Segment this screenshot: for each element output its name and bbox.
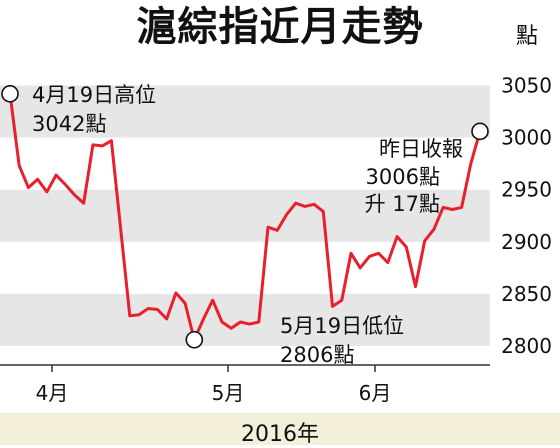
- x-tick-label: 6月: [359, 381, 392, 405]
- y-tick-label: 2950: [501, 178, 552, 202]
- series-line-shanghai-composite: [8, 92, 482, 342]
- x-tick-label: 5月: [212, 381, 245, 405]
- grid-band-2: [0, 293, 490, 346]
- y-tick-label: 3050: [501, 74, 552, 98]
- grid-band-1: [0, 189, 490, 242]
- year-band: [0, 413, 560, 445]
- annotation-value: 3042點: [32, 112, 106, 136]
- annotation-value: 2806點: [280, 343, 354, 367]
- chart-title: 滬綜指近月走勢: [136, 3, 424, 50]
- y-tick-label: 2800: [501, 334, 552, 358]
- marker-latest: [471, 122, 489, 141]
- y-tick-label: 2900: [501, 230, 552, 254]
- y-tick-label: 3000: [501, 126, 552, 150]
- x-tick-label: 4月: [36, 381, 69, 405]
- annotation-value: 3006點: [366, 165, 440, 189]
- x-axis-label: 2016年: [241, 422, 319, 447]
- annotation-date: 5月19日低位: [280, 314, 404, 338]
- y-axis-ticks: 3050 3000 2950 2900 2850 2800: [501, 74, 552, 359]
- marker-high: [1, 85, 19, 103]
- x-axis-ticks: 4月 5月 6月: [36, 365, 392, 405]
- annotation-date: 4月19日高位: [32, 83, 156, 107]
- grid-bands: [0, 85, 490, 346]
- grid-band-0: [0, 85, 490, 138]
- annotation-change: 升 17點: [365, 192, 440, 216]
- marker-low: [185, 330, 204, 349]
- marker-group: [1, 85, 489, 349]
- annotation-date: 昨日收報: [379, 137, 463, 161]
- y-tick-label: 2850: [501, 282, 552, 306]
- unit-label: 點: [516, 24, 539, 49]
